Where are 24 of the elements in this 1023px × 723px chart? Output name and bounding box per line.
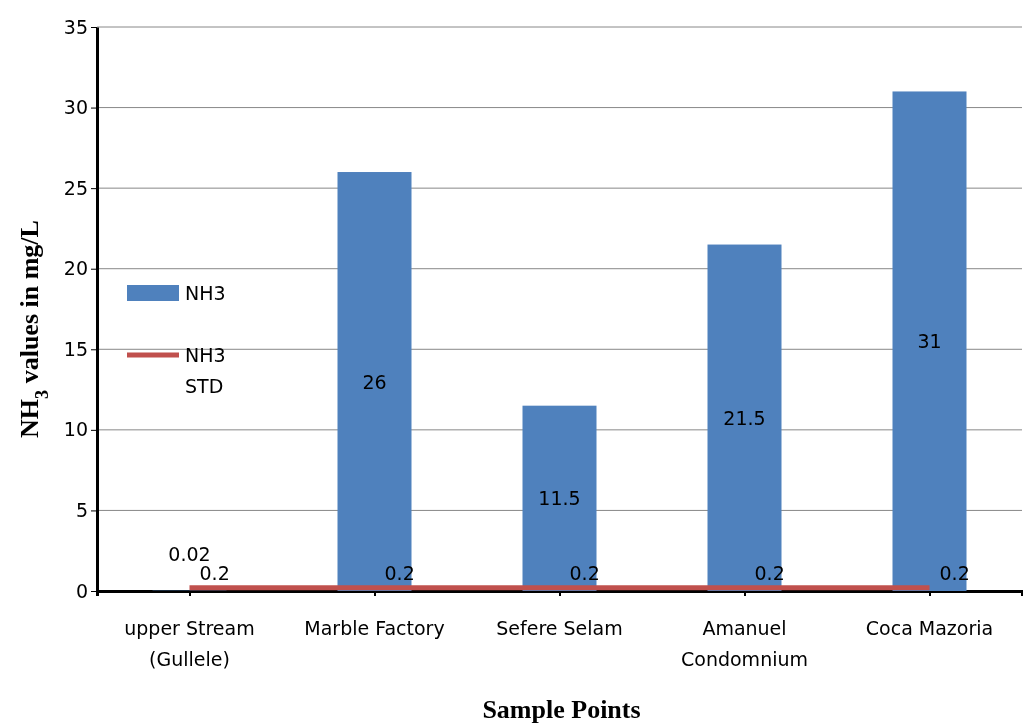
y-tick-label: 35: [63, 15, 88, 38]
y-tick-label: 0: [75, 579, 88, 602]
y-tick-label: 5: [75, 499, 88, 522]
x-tick-label: Sefere Selam: [496, 617, 623, 639]
bar: [892, 91, 967, 591]
data-label: 26: [362, 370, 387, 393]
y-tick-label: 20: [63, 257, 88, 280]
y-tick-label: 30: [63, 96, 88, 119]
x-tick-label: upper Stream (Gullele): [124, 617, 255, 670]
legend-label: NH3: [185, 282, 226, 304]
bar: [337, 172, 412, 591]
x-tick-label: Marble Factory: [304, 617, 445, 639]
data-label: 11.5: [538, 487, 581, 510]
x-axis-title: Sample Points: [482, 695, 641, 723]
bar: [707, 244, 782, 591]
data-label: 21.5: [723, 406, 766, 429]
legend-label: NH3 STD: [185, 344, 226, 397]
y-tick-label: 25: [63, 176, 88, 199]
bar: [522, 405, 597, 591]
y-tick-label: 15: [63, 337, 88, 360]
data-label: 31: [917, 330, 942, 353]
x-tick-label: Coca Mazoria: [865, 617, 994, 639]
x-tick-label: Amanuel Condomnium: [681, 617, 808, 670]
y-tick-label: 10: [63, 418, 88, 441]
